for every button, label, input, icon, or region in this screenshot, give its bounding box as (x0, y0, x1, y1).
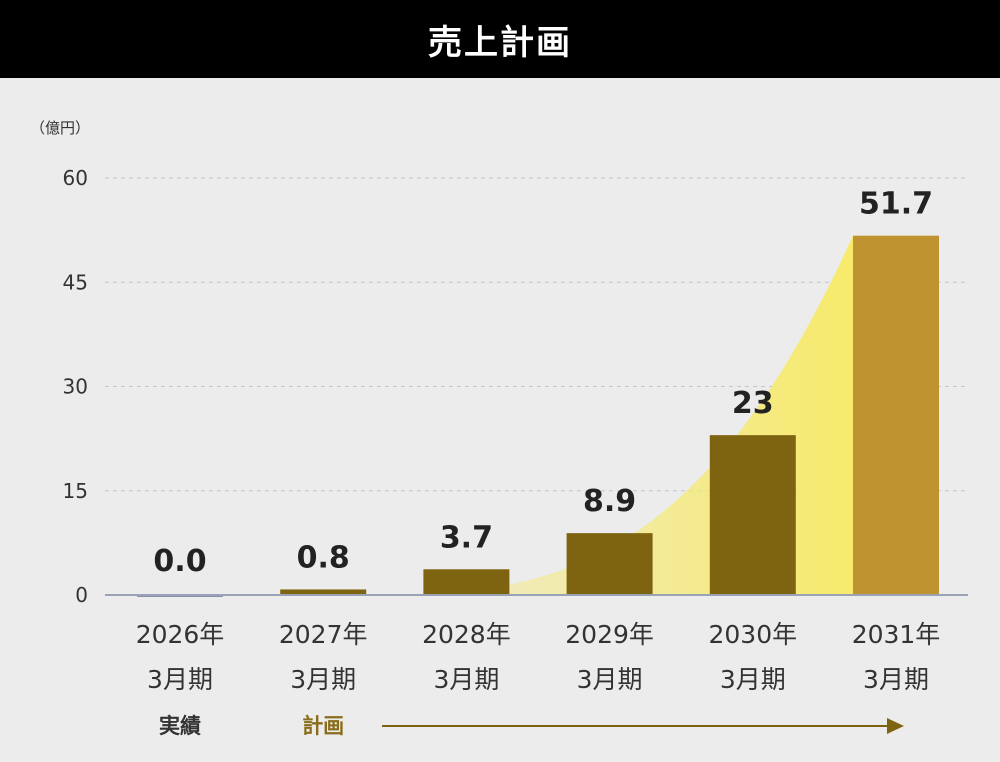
actual-label: 実績 (159, 714, 201, 738)
title-bar: 売上計画 (0, 0, 1000, 78)
x-tick-label: 2029年 (565, 620, 654, 649)
bar (280, 589, 367, 595)
x-tick-label: 2030年 (708, 620, 797, 649)
y-tick-label: 0 (75, 583, 88, 607)
x-tick-label: 2026年 (136, 620, 225, 649)
plan-arrow-head (887, 718, 904, 734)
data-label: 3.7 (440, 520, 493, 555)
y-tick-label: 30 (63, 375, 88, 399)
x-tick-label: 3月期 (147, 665, 213, 694)
x-tick-label: 3月期 (290, 665, 356, 694)
x-tick-label: 3月期 (863, 665, 929, 694)
chart-title: 売上計画 (428, 22, 572, 63)
x-tick-label: 3月期 (720, 665, 786, 694)
y-axis-unit-label: （億円） (30, 119, 90, 137)
data-label: 0.0 (153, 544, 206, 579)
bar (566, 533, 653, 595)
plan-label: 計画 (302, 714, 344, 738)
y-tick-label: 45 (63, 270, 88, 294)
data-label: 51.7 (859, 187, 933, 222)
bar (709, 435, 796, 595)
y-tick-label: 60 (63, 166, 88, 190)
data-label: 8.9 (583, 484, 636, 519)
x-tick-label: 3月期 (577, 665, 643, 694)
x-tick-label: 3月期 (433, 665, 499, 694)
bar (853, 235, 939, 595)
x-tick-label: 2031年 (852, 620, 941, 649)
x-tick-label: 2028年 (422, 620, 511, 649)
data-label: 23 (732, 386, 774, 421)
bar (423, 569, 510, 595)
data-label: 0.8 (297, 540, 350, 575)
y-tick-label: 15 (63, 479, 88, 503)
x-tick-label: 2027年 (279, 620, 368, 649)
